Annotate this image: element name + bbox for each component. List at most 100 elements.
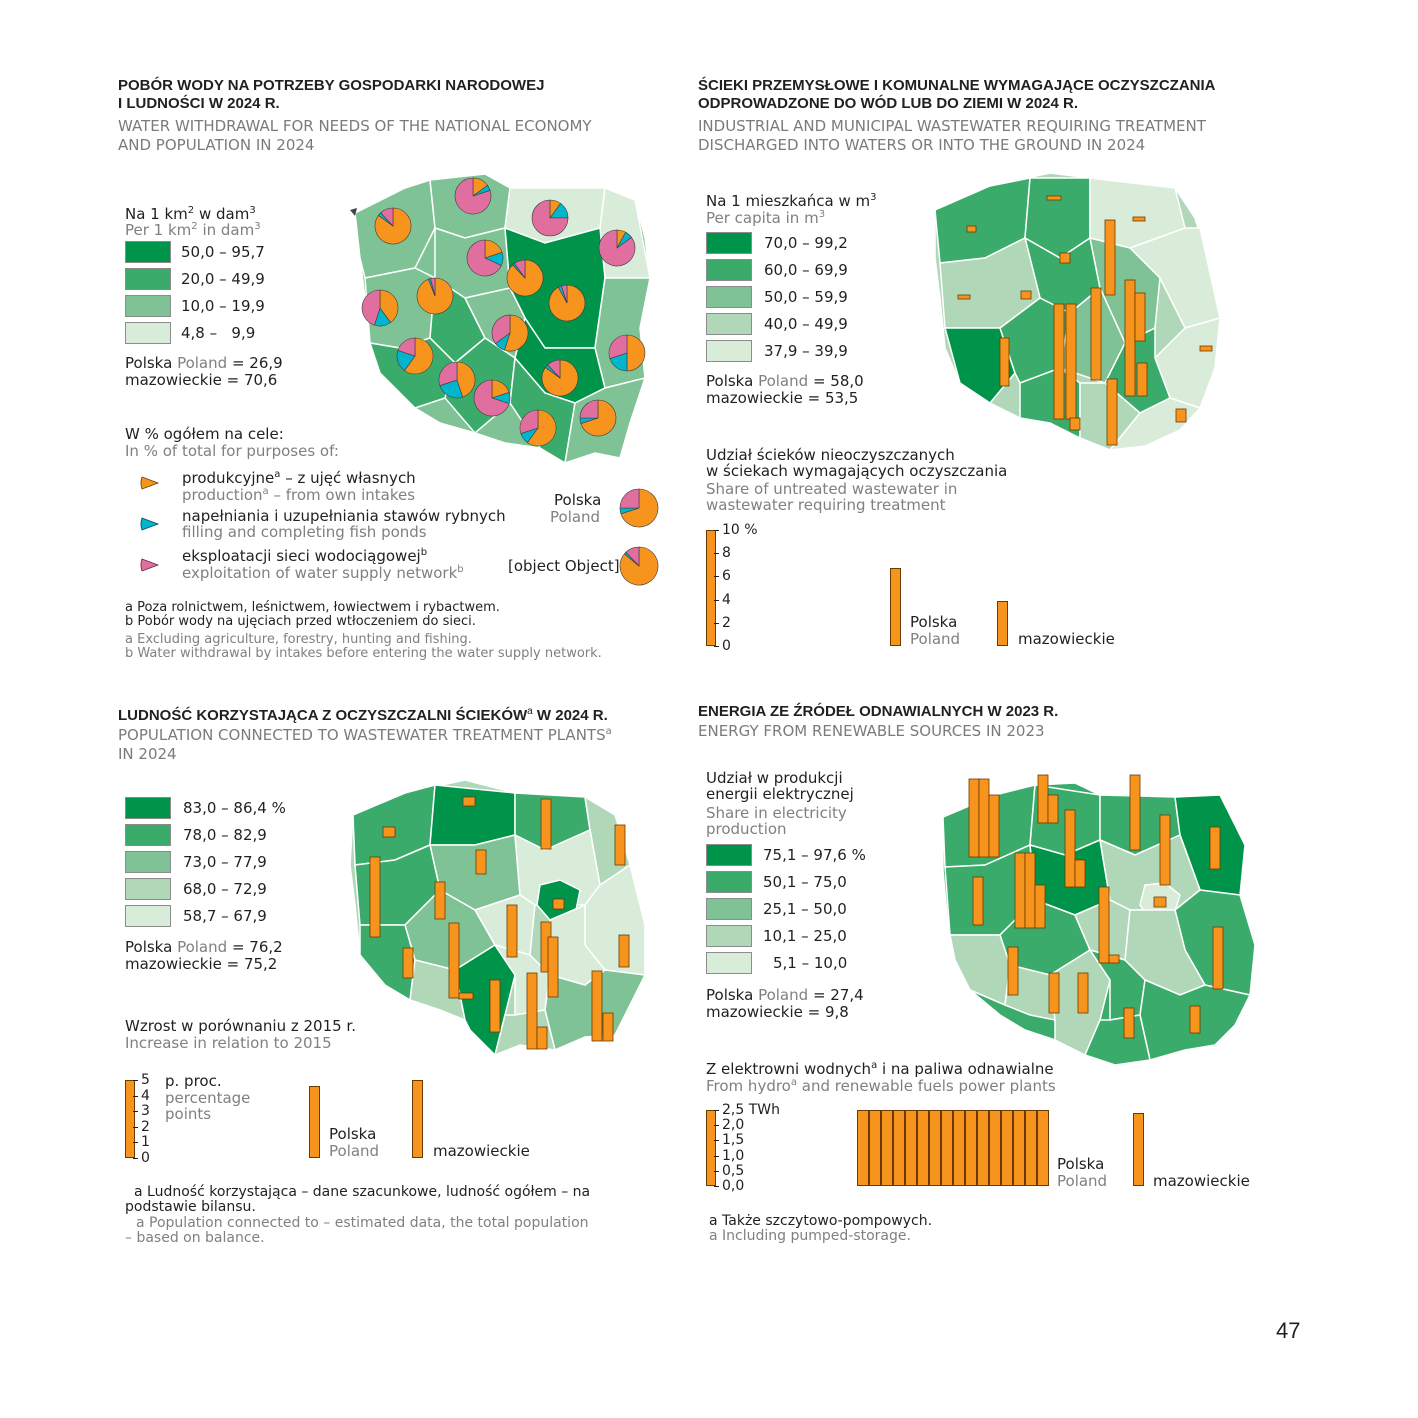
p1-pie-layer [361,177,646,447]
p1-region-pie-slice [527,409,557,447]
p2-legend-title-en: Per capita in m3 [706,209,826,227]
scale-tick-label: 5 [141,1072,150,1088]
p4-bar-polska-segment [905,1110,917,1186]
scale-tick-mark [714,1186,719,1187]
p4-bar-maz-label: mazowieckie [1153,1172,1250,1190]
p3-class-label: 73,0 – 77,9 [183,853,267,871]
p4-bar-polska-segment [989,1110,1001,1186]
p4-bar-polska-segment [953,1110,965,1186]
p4-class-label: 10,1 – 25,0 [763,927,847,945]
p4-title-pl: ENERGIA ZE ŹRÓDEŁ ODNAWIALNYCH W 2023 R. [698,703,1059,720]
p1-region-pie-slice [547,359,561,379]
p3-class-swatch [125,878,171,900]
p2-title-en: INDUSTRIAL AND MUNICIPAL WASTEWATER REQU… [698,117,1206,154]
p2-bar-polska-label-en: Poland [910,630,961,648]
p2-class-swatch [706,232,752,254]
scale-tick-mark [714,1140,719,1142]
p4-maz-line: mazowieckie = 9,8 [706,1003,849,1021]
p4-class-swatch [706,898,752,920]
p4-bar-polska-segment [1037,1110,1049,1186]
scale-tick-mark [133,1142,138,1144]
p3-notes-pl: a Ludność korzystająca – dane szacunkowe… [125,1184,591,1215]
p4-note-pl: a Także szczytowo-pompowych. [709,1213,933,1229]
p1-purpose-title-en: In % of total for purposes of: [125,442,339,460]
p3-bar-polska-label: Polska [329,1125,377,1143]
p1-region-pie-slice [379,289,399,323]
p1-pie-polska-label: Polska [554,491,602,509]
p3-class-swatch [125,905,171,927]
p1-region-pie-slice [361,289,381,326]
scale-tick-label: 0,0 [722,1178,745,1194]
p1-notes-en: a Excluding agriculture, forestry, hunti… [125,632,602,661]
p1-wedge-network-icon [140,558,160,572]
pie-maz-slice [625,546,640,567]
p1-class-swatch [125,322,171,344]
p4-class-swatch [706,844,752,866]
scale-tick-label: 0 [722,638,731,654]
p4-class-swatch [706,952,752,974]
p1-pie-polska [619,488,659,528]
p1-region-pie-slice [473,379,510,417]
p1-legend-title: Na 1 km2 w dam3 [125,205,256,223]
p1-region-pie-slice [626,334,646,372]
p4-bar-polska-segment [1025,1110,1037,1186]
p1-region-pie-slice [456,361,476,398]
p1-region-pie-slice [531,199,569,237]
p2-polska-line: Polska Poland = 58,0 [706,372,864,390]
scale-tick-label: 0,5 [722,1162,745,1179]
p2-class-swatch [706,340,752,362]
scale-tick-label: 1 [141,1134,150,1151]
pie-polska-slice [619,488,640,509]
scale-tick-mark [714,646,719,647]
p2-maz-line: mazowieckie = 53,5 [706,389,859,407]
p4-bar-polska-segment [917,1110,929,1186]
p1-class-swatch [125,241,171,263]
p2-legend-title: Na 1 mieszkańca w m3 [706,192,877,210]
scale-tick-mark [133,1111,138,1113]
p1-class-label: 4,8 – 9,9 [181,324,256,342]
p1-item-fish-en: filling and completing fish ponds [182,523,427,541]
p1-purpose-title: W % ogółem na cele: [125,425,284,443]
p4-bar-polska-segment [881,1110,893,1186]
scale-tick-mark [133,1158,138,1159]
p4-bar-polska-segment [977,1110,989,1186]
scale-tick-mark [714,553,719,555]
p1-class-swatch [125,295,171,317]
p2-class-label: 40,0 – 49,9 [764,315,848,333]
p3-maz-line: mazowieckie = 75,2 [125,955,278,973]
scale-tick-label: 3 [141,1103,150,1120]
p4-bar-polska-segment [929,1110,941,1186]
p2-share-title-en: Share of untreated wastewater in wastewat… [706,480,958,514]
p1-region-pie-slice [579,399,599,419]
p4-bar-polska-segment [869,1110,881,1186]
p3-map-bars [369,796,630,1050]
p1-wedge-production-icon [140,476,160,490]
scale-tick-mark [714,1110,719,1111]
p1-class-label: 50,0 – 95,7 [181,243,265,261]
p4-class-swatch [706,871,752,893]
p1-class-label: 20,0 – 49,9 [181,270,265,288]
p4-map-bars [968,774,1224,1039]
p4-bar-polska-label-en: Poland [1057,1172,1108,1190]
p4-bar-polska-segment [965,1110,977,1186]
scale-tick-mark [133,1126,138,1128]
scale-tick-mark [133,1095,138,1097]
scale-tick-mark [714,1170,719,1172]
p2-class-label: 37,9 – 39,9 [764,342,848,360]
scale-tick-label: 6 [722,568,731,585]
p1-region-pie-slice [519,409,539,434]
p4-class-label: 5,1 – 10,0 [773,954,848,972]
p4-bar-polska-segment [857,1110,869,1186]
p3-title-pl: LUDNOŚĆ KORZYSTAJĄCA Z OCZYSZCZALNI ŚCIE… [118,706,608,724]
p4-class-label: 25,1 – 50,0 [763,900,847,918]
p4-bar-polska-segment [893,1110,905,1186]
scale-tick-mark [714,622,719,624]
p3-class-swatch [125,797,171,819]
p4-title-en: ENERGY FROM RENEWABLE SOURCES IN 2023 [698,722,1045,740]
p1-pie-maz-label: [object Object] [508,557,620,575]
p4-bar-polska-segment [1001,1110,1013,1186]
p4-class-label: 75,1 – 97,6 % [763,846,866,864]
p1-item-network-en: exploitation of water supply networkb [182,564,464,582]
scale-tick-label: 2,5 TWh [722,1102,780,1118]
p3-unit-en: percentage points [165,1089,251,1123]
